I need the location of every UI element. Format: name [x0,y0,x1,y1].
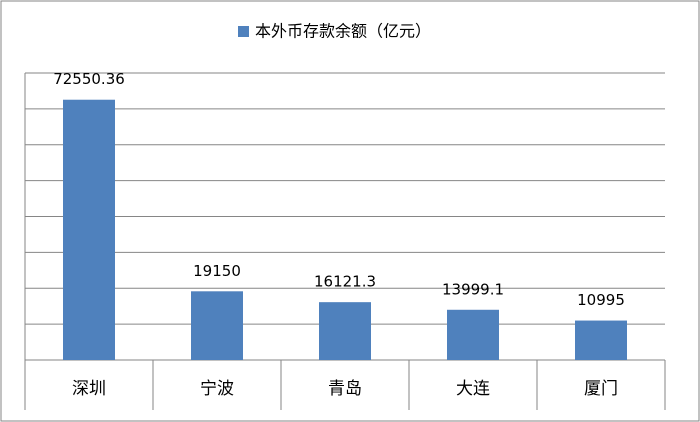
bar [191,291,243,360]
bar [319,302,371,360]
bar [63,99,115,360]
legend-label: 本外币存款余额（亿元） [255,22,431,41]
data-label: 72550.36 [53,70,125,88]
x-tick-label: 深圳 [72,379,106,399]
x-tick-label: 青岛 [328,379,362,399]
x-tick-label: 大连 [456,379,490,399]
legend-swatch [238,26,249,37]
data-label: 10995 [577,291,625,309]
data-label: 13999.1 [442,280,504,298]
bar [447,309,499,360]
bar [575,320,627,360]
x-tick-label: 厦门 [584,379,618,399]
data-label: 16121.3 [314,273,376,291]
data-label: 19150 [193,262,241,280]
x-tick-label: 宁波 [200,379,234,399]
